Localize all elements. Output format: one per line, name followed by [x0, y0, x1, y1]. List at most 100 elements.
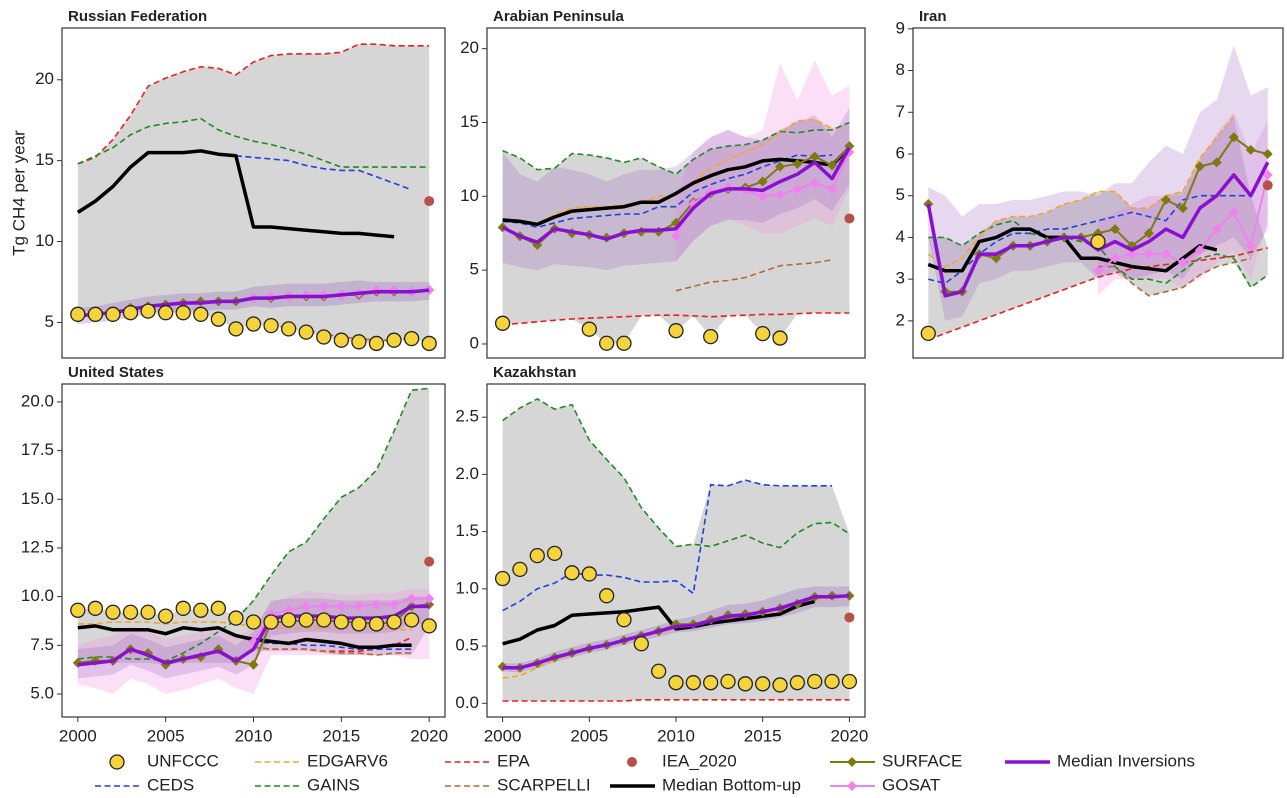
y-tick-label: 20 [35, 69, 54, 88]
series-point [668, 323, 684, 339]
series-point [175, 600, 191, 616]
series-line [927, 227, 1218, 273]
series-point [280, 612, 297, 628]
series-marker [809, 178, 820, 189]
series-point [263, 614, 279, 630]
series-line [502, 479, 833, 612]
plot-frame [486, 27, 866, 359]
range-band [77, 388, 430, 665]
series-marker [1194, 161, 1205, 172]
series-point [844, 213, 855, 224]
series-marker [283, 605, 294, 616]
x-tick-label: 2010 [235, 726, 273, 745]
legend-item: CEDS [95, 775, 194, 794]
series-marker [336, 601, 347, 612]
panel-title: Kazakhstan [493, 364, 576, 381]
panel: Kazakhstan 0.0 0.5 1.0 1.5 2.0 2.5 2000 2005 2010… [455, 364, 868, 746]
series-line [928, 247, 1268, 341]
series-marker [1194, 244, 1205, 255]
series-marker [1109, 253, 1120, 264]
series-marker [1177, 257, 1188, 268]
series-marker [827, 160, 838, 171]
series-line [501, 146, 851, 244]
series-point [546, 545, 563, 562]
series-point [263, 317, 279, 334]
series-point [494, 570, 511, 587]
series-point [368, 616, 385, 632]
series-marker [1143, 228, 1154, 239]
x-tick-label: 2005 [147, 726, 185, 745]
series-line [253, 636, 412, 652]
y-tick-label: 15 [35, 150, 54, 169]
legend-item: SURFACE [830, 751, 962, 770]
series-marker [353, 601, 364, 612]
range-band [77, 44, 430, 344]
series-point [529, 547, 545, 564]
y-tick-label: 2 [896, 310, 905, 329]
range-band [928, 45, 1268, 321]
plot-area [70, 43, 437, 352]
legend: UNFCCC CEDS EDGARV6 GAINS EPA SCARPELLI IEA_20… [95, 751, 1195, 794]
legend-marker [847, 757, 857, 767]
series-marker [757, 176, 768, 187]
legend-marker [847, 781, 857, 791]
legend-label: GAINS [307, 775, 360, 794]
series-point [316, 329, 332, 345]
x-tick-label: 2000 [484, 726, 522, 745]
series-line [928, 194, 1251, 285]
series-line [77, 624, 412, 650]
series-point [386, 332, 402, 348]
series-point [386, 614, 402, 630]
panel: United States 5.0 7.5 10.0 12.5 15.0 17.5 20.0 2… [21, 364, 448, 746]
series-point [424, 196, 435, 207]
series-marker [1093, 265, 1103, 276]
series-line [77, 387, 430, 662]
series-point [494, 315, 511, 331]
series-point [228, 610, 244, 626]
series-point [424, 556, 435, 567]
y-tick-label: 4 [896, 227, 905, 246]
series-point [844, 612, 855, 623]
x-tick-label: 2020 [410, 726, 448, 745]
series-point [175, 305, 191, 321]
y-tick-label: 2.5 [455, 407, 479, 426]
series-marker [1211, 224, 1222, 235]
series-line [235, 155, 412, 191]
legend-item: SCARPELLI [445, 775, 591, 794]
series-point [140, 303, 156, 319]
series-point [228, 321, 244, 337]
legend-item: Median Bottom-up [610, 775, 801, 794]
panel-title: United States [68, 364, 164, 381]
x-tick-label: 2015 [744, 726, 782, 745]
panel-title: Russian Federation [68, 8, 207, 25]
plot-area [920, 45, 1273, 342]
series-point [1262, 180, 1273, 191]
y-tick-label: 10 [35, 231, 54, 250]
y-tick-label: 5.0 [30, 684, 54, 703]
series-point [70, 306, 86, 322]
series-marker [371, 599, 382, 610]
series-marker [775, 189, 786, 200]
legend-label: UNFCCC [147, 751, 219, 770]
y-tick-label: 10.0 [21, 586, 54, 605]
y-tick-label: 20 [460, 38, 479, 57]
series-line [76, 149, 395, 239]
series-line [926, 161, 1270, 298]
series-marker [1228, 207, 1239, 218]
series-marker [248, 659, 259, 670]
x-tick-label: 2010 [657, 726, 695, 745]
legend-label: IEA_2020 [662, 751, 737, 770]
y-tick-label: 1.0 [455, 578, 479, 597]
series-point [421, 335, 437, 352]
series-marker [1245, 144, 1256, 155]
plot-area [494, 398, 858, 702]
series-point [512, 561, 528, 578]
series-point [772, 677, 788, 693]
panel: Russian Federation 5 10 15 20 [35, 8, 446, 359]
series-point [368, 335, 385, 352]
series-marker [301, 601, 312, 612]
series-point [789, 675, 806, 691]
series-marker [1262, 169, 1273, 180]
series-point [122, 604, 139, 620]
x-tick-label: 2015 [322, 726, 360, 745]
